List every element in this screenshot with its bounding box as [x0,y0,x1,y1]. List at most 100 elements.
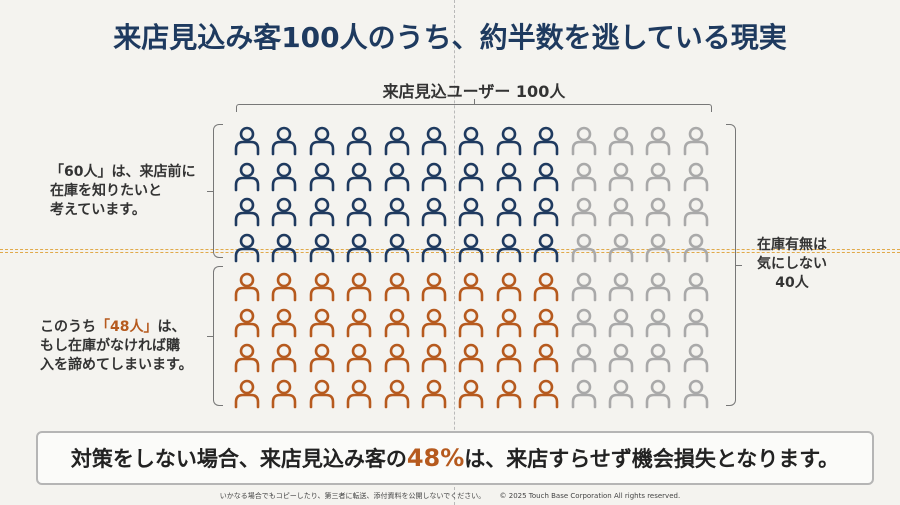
person-icon [495,272,523,302]
person-icon [644,272,672,302]
person-icon [682,233,710,263]
person-icon [495,343,523,373]
person-icon [308,126,336,156]
person-icon [308,308,336,338]
person-icon [383,272,411,302]
person-icon [383,343,411,373]
person-icon [270,126,298,156]
person-icon [383,308,411,338]
person-icon [495,197,523,227]
person-icon [345,308,373,338]
person-icon [457,308,485,338]
person-icon [233,233,261,263]
person-icon [682,197,710,227]
person-icon [345,379,373,409]
person-icon [495,126,523,156]
person-icon [570,379,598,409]
person-icon [308,379,336,409]
person-icon [420,343,448,373]
loss-percent: 48% [406,444,465,472]
person-icon [270,379,298,409]
person-icon [570,197,598,227]
person-icon [644,197,672,227]
person-icon [420,162,448,192]
person-icon [607,308,635,338]
footer-notice: いかなる場合でもコピーしたり、第三者に転送、添付資料を公開しないでください。 [219,492,486,500]
person-icon-grid [233,124,713,409]
person-icon [532,308,560,338]
person-icon [532,272,560,302]
person-icon [682,126,710,156]
person-icon [457,343,485,373]
person-icon [495,308,523,338]
left-brace-lower [207,266,223,406]
person-icon [570,126,598,156]
person-icon [457,162,485,192]
footer: いかなる場合でもコピーしたり、第三者に転送、添付資料を公開しないでください。 ©… [0,491,900,501]
person-icon [457,233,485,263]
person-icon [233,343,261,373]
person-icon [457,272,485,302]
person-icon [682,272,710,302]
person-icon [308,162,336,192]
person-icon [495,379,523,409]
person-icon [270,343,298,373]
person-icon [308,272,336,302]
footer-copyright: © 2025 Touch Base Corporation All rights… [499,492,681,500]
person-icon [607,162,635,192]
person-icon [308,197,336,227]
person-icon [420,233,448,263]
person-icon [644,233,672,263]
person-icon [233,308,261,338]
person-icon [607,233,635,263]
person-icon [383,162,411,192]
person-icon [570,272,598,302]
person-icon [420,197,448,227]
person-icon [644,379,672,409]
person-icon [644,162,672,192]
horizontal-guide-line [0,249,900,250]
top-brace [236,99,712,112]
person-icon [233,379,261,409]
person-icon [457,197,485,227]
conclusion-box: 対策をしない場合、来店見込み客の48%は、来店すらせず機会損失となります。 [36,431,874,485]
person-icon [270,272,298,302]
person-icon [308,233,336,263]
person-icon [457,379,485,409]
person-icon [495,162,523,192]
person-icon [383,197,411,227]
person-icon [682,379,710,409]
person-icon [570,343,598,373]
person-icon [270,308,298,338]
person-icon [233,272,261,302]
left-brace-upper [207,124,223,258]
person-icon [345,126,373,156]
person-icon [607,343,635,373]
person-icon [682,162,710,192]
person-icon [420,272,448,302]
person-icon [420,308,448,338]
person-icon [607,272,635,302]
person-icon [345,162,373,192]
person-icon [644,308,672,338]
person-icon [532,233,560,263]
person-icon [420,379,448,409]
person-icon [644,126,672,156]
person-icon [532,379,560,409]
person-icon [532,343,560,373]
person-icon [383,126,411,156]
person-icon [233,162,261,192]
total-users-label: 来店見込ユーザー 100人 [382,82,566,101]
person-icon [345,343,373,373]
person-icon [532,162,560,192]
left-lower-text: このうち「48人」は、 もし在庫がなければ購 入を諦めてしまいます。 [40,319,193,373]
person-icon [570,162,598,192]
person-icon [270,233,298,263]
person-icon [682,308,710,338]
person-icon [345,197,373,227]
person-icon [570,233,598,263]
person-icon [607,379,635,409]
person-icon [682,343,710,373]
right-text: 在庫有無は 気にしない 40人 [757,237,827,291]
person-icon [570,308,598,338]
